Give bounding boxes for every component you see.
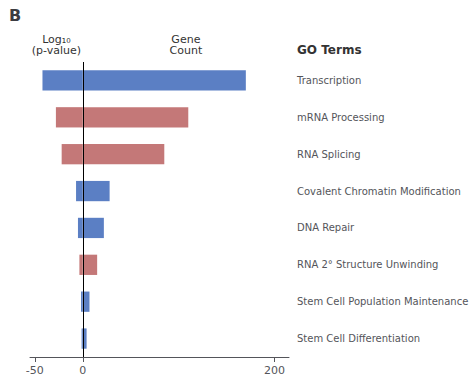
- svg-text:Stem Cell Population Maintenan: Stem Cell Population Maintenance: [297, 296, 468, 307]
- svg-text:(p-value): (p-value): [32, 44, 81, 57]
- svg-text:B: B: [9, 6, 21, 25]
- svg-text:200: 200: [264, 364, 285, 377]
- svg-text:Count: Count: [170, 44, 203, 57]
- svg-text:mRNA Processing: mRNA Processing: [297, 112, 385, 123]
- svg-text:RNA 2° Structure Unwinding: RNA 2° Structure Unwinding: [297, 259, 438, 270]
- svg-text:Stem Cell Differentiation: Stem Cell Differentiation: [297, 333, 420, 344]
- svg-text:Gene: Gene: [171, 33, 201, 46]
- svg-text:Transcription: Transcription: [296, 75, 361, 86]
- svg-text:RNA Splicing: RNA Splicing: [297, 149, 361, 160]
- svg-text:0: 0: [79, 364, 86, 377]
- svg-text:-50: -50: [26, 364, 44, 377]
- svg-text:Log₁₀: Log₁₀: [42, 33, 71, 46]
- svg-text:GO Terms: GO Terms: [297, 43, 362, 57]
- svg-text:Covalent Chromatin Modificatio: Covalent Chromatin Modification: [297, 186, 461, 197]
- svg-text:DNA Repair: DNA Repair: [297, 222, 355, 233]
